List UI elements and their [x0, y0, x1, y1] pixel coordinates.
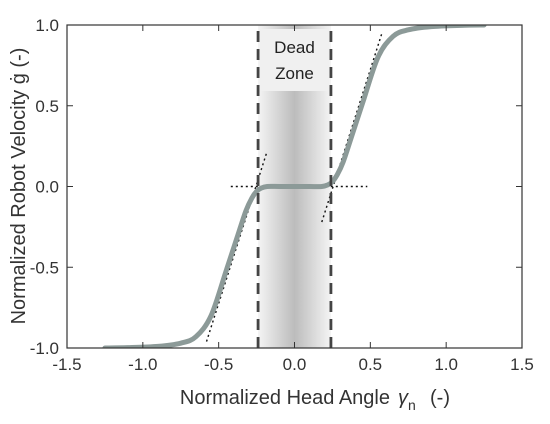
y-tick-label: -1.0 [30, 339, 59, 358]
x-tick-label: -1.0 [128, 355, 157, 374]
x-axis-unit: (-) [430, 387, 450, 409]
series-layer [102, 25, 487, 348]
series-curve-0 [102, 25, 487, 348]
x-tick-label: -0.5 [204, 355, 233, 374]
x-tick-label: 0.5 [359, 355, 383, 374]
x-tick-label: 1.5 [510, 355, 534, 374]
dead-zone-label-background [261, 29, 328, 91]
x-axis-label: Normalized Head Angle [180, 387, 390, 409]
y-tick-label: 0.5 [35, 97, 59, 116]
y-axis-label: Normalized Robot Velocity ġ (-) [8, 48, 30, 325]
x-tick-label: 0.0 [283, 355, 307, 374]
tick-layer: -1.5 -1.0 -0.5 0.0 0.5 1.0 1.5-1.0-0.50.00.51.… [30, 16, 534, 374]
tangent-line-2 [321, 31, 384, 223]
dead-zone-label-line1: Dead [274, 38, 315, 57]
x-tick-label: 1.0 [434, 355, 458, 374]
dead-zone-label-line2: Zone [275, 64, 314, 83]
x-axis-symbol-gamma: γ [398, 387, 409, 409]
y-tick-label: 1.0 [35, 16, 59, 35]
x-tick-label: -1.5 [52, 355, 81, 374]
y-tick-label: -0.5 [30, 258, 59, 277]
x-axis-symbol: γn [398, 387, 416, 413]
x-axis-symbol-subscript: n [408, 397, 416, 413]
y-tick-label: 0.0 [35, 178, 59, 197]
